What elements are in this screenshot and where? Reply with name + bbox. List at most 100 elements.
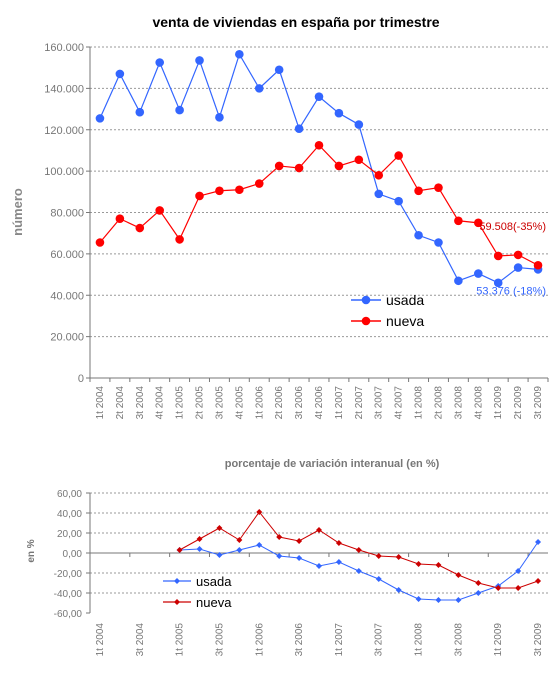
variation-point-usada — [515, 568, 522, 574]
main-point-nueva — [434, 183, 443, 192]
main-y-tick-label: 40.000 — [50, 290, 84, 302]
main-axes — [89, 47, 548, 379]
variation-y-tick-label: 0,00 — [63, 549, 83, 560]
main-point-nueva — [195, 191, 204, 201]
main-x-tick-label: 1t 2008 — [414, 386, 425, 420]
main-y-tick-label: 100.000 — [44, 166, 84, 178]
variation-x-tick-label: 1t 2009 — [493, 623, 504, 657]
main-point-nueva — [493, 251, 503, 261]
variation-y-tick-labels: -60,00 -40,00 -20,00 0,00 20,00 40,00 60,00 — [54, 489, 83, 620]
main-y-tick-label: 20.000 — [50, 332, 84, 344]
main-point-nueva — [533, 260, 543, 270]
main-point-nueva — [314, 140, 324, 150]
variation-legend-label-nueva: nueva — [196, 595, 232, 610]
variation-x-tick-label: 1t 2004 — [95, 623, 106, 657]
main-point-nueva — [215, 186, 224, 196]
variation-point-nueva — [495, 585, 502, 591]
main-x-tick-label: 1t 2006 — [254, 386, 265, 420]
main-y-tick-label: 60.000 — [50, 249, 84, 261]
main-point-usada — [235, 49, 244, 59]
variation-point-usada — [355, 568, 362, 574]
main-x-tick-label: 1t 2007 — [334, 386, 345, 420]
main-point-usada — [334, 108, 344, 118]
variation-point-nueva — [196, 536, 203, 542]
main-x-tick-label: 3t 2009 — [533, 386, 544, 420]
main-y-tick-label: 160.000 — [44, 42, 84, 54]
variation-y-tick-label: 40,00 — [57, 509, 82, 520]
variation-point-usada — [335, 559, 342, 565]
variation-point-usada — [256, 542, 263, 548]
main-x-tick-label: 1t 2009 — [493, 386, 504, 420]
variation-point-nueva — [515, 585, 522, 591]
variation-chart-title: porcentaje de variación interanual (en %… — [225, 458, 440, 470]
variation-point-nueva — [316, 527, 322, 533]
main-gridlines — [86, 46, 548, 379]
variation-y-tick-label: -40,00 — [54, 589, 83, 600]
variation-point-nueva — [395, 554, 402, 560]
main-point-nueva — [454, 216, 463, 226]
main-point-nueva — [354, 155, 364, 165]
main-point-usada — [195, 56, 204, 65]
main-point-usada — [294, 124, 304, 134]
main-y-tick-label: 0 — [78, 373, 84, 385]
main-x-tick-label: 2t 2005 — [195, 386, 206, 420]
main-y-tick-labels: 0 20.000 40.000 60.000 80.000 100.000 120.000 1… — [44, 42, 84, 385]
variation-point-nueva — [256, 509, 263, 515]
variation-point-nueva — [335, 540, 342, 546]
main-x-tick-label: 2t 2009 — [513, 386, 524, 420]
main-x-tick-labels: 1t 2004 2t 2004 3t 2004 4t 2004 1t 2005 2t 20… — [89, 378, 549, 420]
main-point-nueva — [374, 170, 384, 180]
main-legend: usada nueva — [351, 292, 424, 329]
main-x-tick-label: 2t 2007 — [354, 386, 365, 420]
variation-point-usada — [196, 546, 203, 552]
main-point-usada — [175, 105, 184, 115]
variation-point-usada — [535, 539, 542, 545]
variation-x-tick-label: 3t 2006 — [294, 623, 305, 657]
main-point-nueva — [235, 185, 244, 195]
variation-x-tick-label: 3t 2007 — [374, 623, 385, 657]
main-point-nueva — [474, 218, 483, 228]
variation-x-tick-label: 1t 2006 — [254, 623, 265, 657]
main-point-usada — [374, 189, 384, 199]
main-point-nueva — [135, 223, 145, 233]
main-point-usada — [155, 58, 164, 67]
main-series — [95, 49, 543, 288]
variation-x-tick-labels: 1t 2004 3t 2004 1t 2005 3t 2005 1t 2006 3t 20… — [89, 553, 544, 657]
main-point-nueva — [274, 161, 284, 171]
main-point-usada — [314, 92, 324, 101]
main-x-tick-label: 4t 2005 — [234, 386, 245, 420]
variation-point-nueva — [455, 572, 462, 578]
main-x-tick-label: 4t 2007 — [394, 386, 405, 420]
variation-point-nueva — [535, 578, 542, 584]
variation-legend-marker-usada — [174, 578, 180, 584]
variation-legend-label-usada: usada — [196, 574, 232, 589]
variation-x-tick-label: 3t 2009 — [533, 623, 544, 657]
main-point-usada — [115, 69, 125, 79]
variation-point-nueva — [475, 580, 482, 586]
variation-point-usada — [236, 547, 243, 553]
variation-point-usada — [276, 553, 283, 559]
main-legend-marker-nueva — [361, 316, 371, 326]
main-point-nueva — [254, 179, 264, 188]
main-x-tick-label: 3t 2004 — [135, 386, 146, 420]
main-legend-marker-usada — [361, 295, 371, 305]
variation-x-tick-label: 3t 2008 — [453, 623, 464, 657]
variation-point-usada — [455, 597, 462, 603]
main-point-nueva — [334, 161, 344, 171]
main-point-usada — [394, 196, 403, 206]
main-x-tick-label: 4t 2008 — [473, 386, 484, 420]
variation-y-tick-label: -60,00 — [54, 609, 83, 620]
variation-chart: porcentaje de variación interanual (en %… — [26, 458, 548, 656]
main-x-tick-label: 3t 2006 — [294, 386, 305, 420]
main-point-nueva — [175, 235, 184, 244]
variation-x-tick-label: 3t 2004 — [135, 623, 146, 657]
main-point-nueva — [414, 186, 423, 196]
main-x-tick-label: 1t 2005 — [175, 386, 186, 420]
main-x-tick-label: 2t 2006 — [274, 386, 285, 420]
variation-point-nueva — [236, 537, 243, 543]
variation-point-usada — [435, 597, 442, 603]
variation-point-nueva — [276, 534, 283, 540]
variation-point-usada — [216, 552, 223, 558]
main-point-nueva — [394, 151, 403, 160]
